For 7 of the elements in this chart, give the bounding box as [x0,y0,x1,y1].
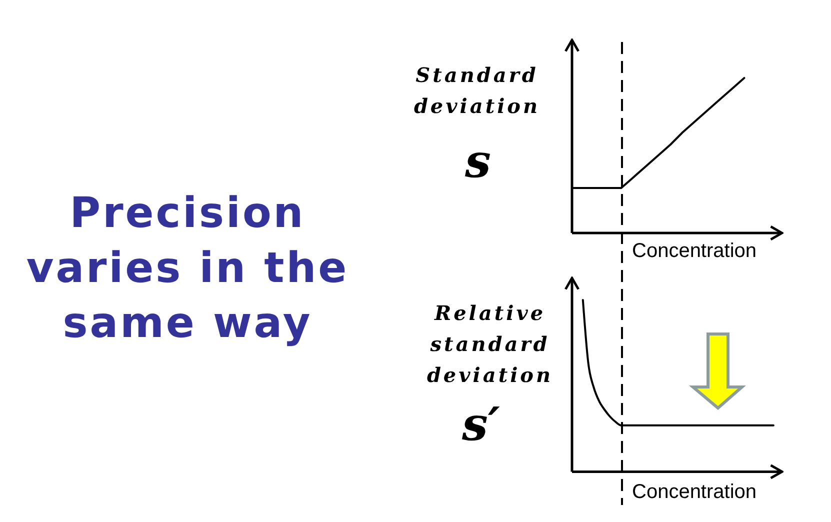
text: s′ [460,396,502,453]
text: s [464,133,492,190]
x-axis-title: Concentration [632,239,757,263]
x-axis-title: Concentration [632,480,757,504]
text: Precision varies in the same way [25,186,350,349]
y-axis-title: Relative standard deviation [426,300,554,388]
y-axis-title: Standard deviation [412,62,542,120]
